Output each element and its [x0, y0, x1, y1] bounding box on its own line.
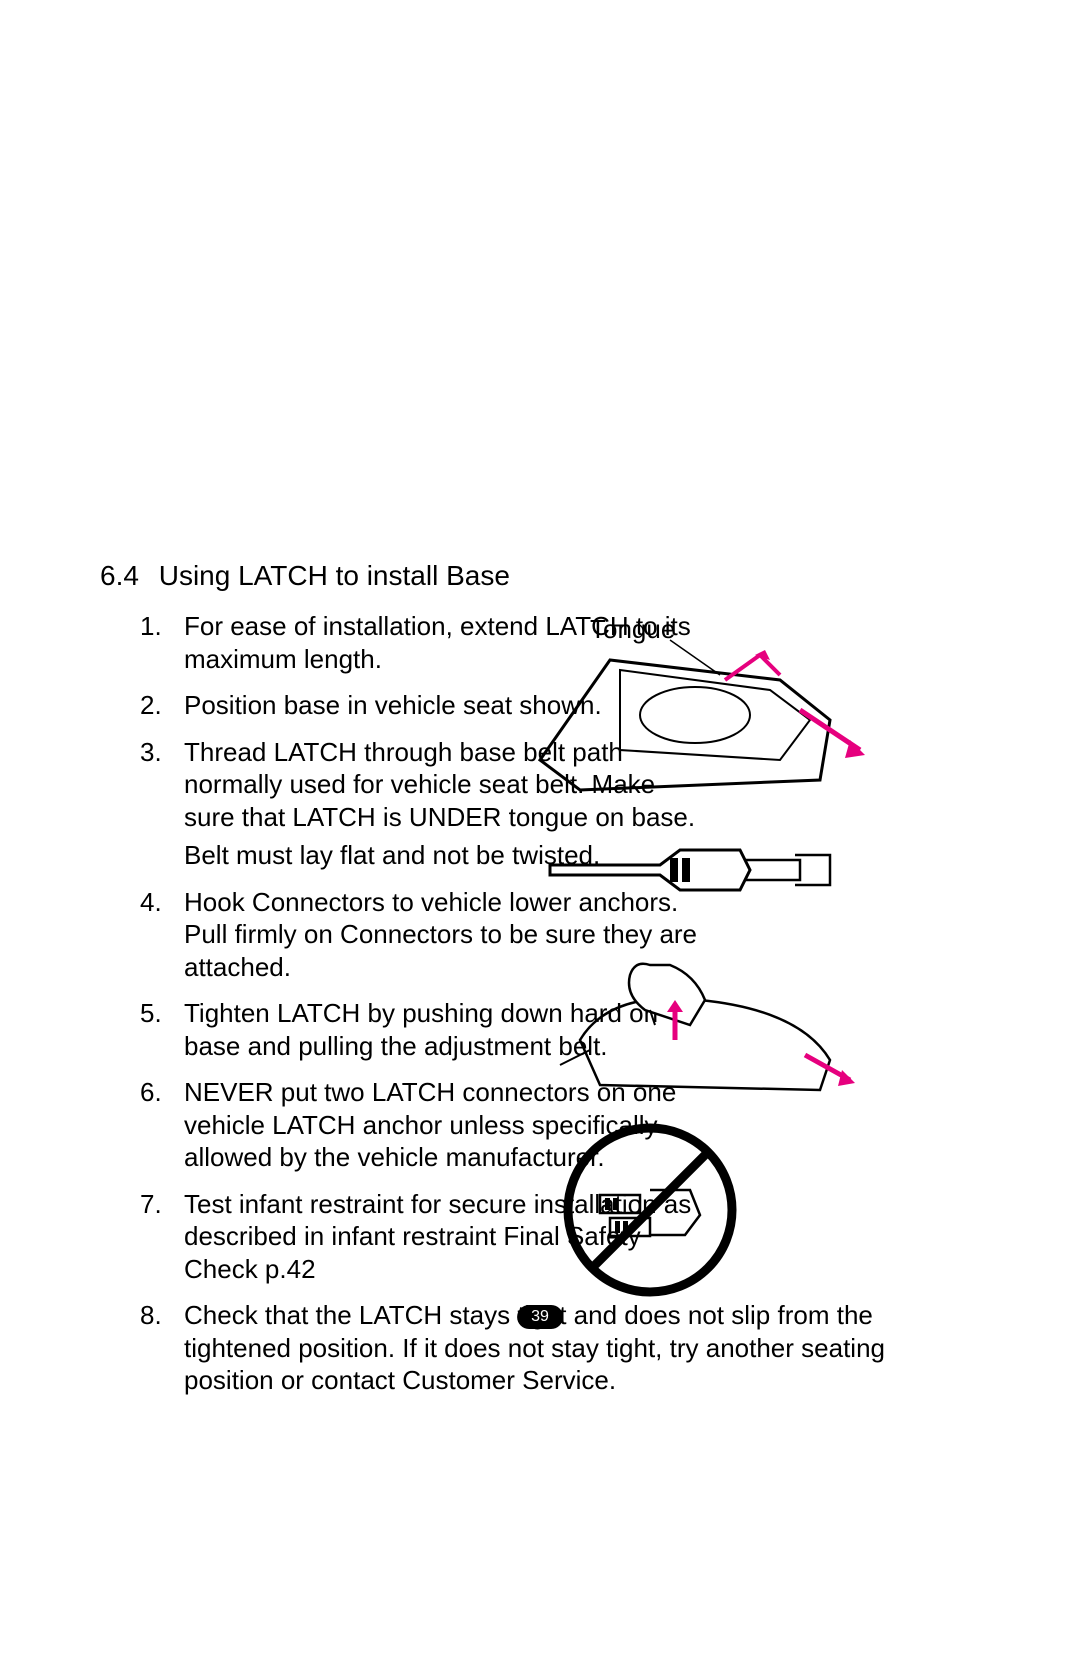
item-number: 7. [140, 1188, 184, 1286]
page-number: 39 [517, 1305, 563, 1329]
item-number: 2. [140, 689, 184, 722]
item-number: 3. [140, 736, 184, 872]
section-number: 6.4 [100, 560, 139, 592]
item-number: 8. [140, 1299, 184, 1397]
figure-base-tongue [520, 620, 870, 810]
item-number: 6. [140, 1076, 184, 1174]
figure-connector [540, 830, 870, 910]
figure-push-down [550, 950, 860, 1100]
item-number: 1. [140, 610, 184, 675]
item-number: 4. [140, 886, 184, 984]
section-title: Using LATCH to install Base [159, 560, 510, 591]
section-heading: 6.4 Using LATCH to install Base [100, 560, 980, 592]
item-number: 5. [140, 997, 184, 1062]
figure-prohibition [560, 1120, 740, 1300]
